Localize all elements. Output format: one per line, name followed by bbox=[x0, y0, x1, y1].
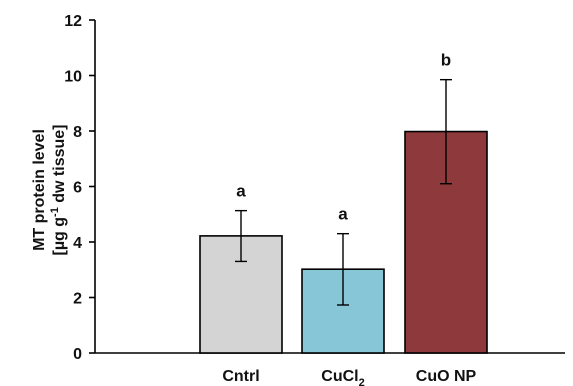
significance-label: a bbox=[236, 182, 246, 201]
y-axis-title-unit-a: [µg g bbox=[51, 217, 68, 256]
x-category-label: CuO NP bbox=[416, 368, 477, 385]
y-axis-title-unit-sup: -1 bbox=[49, 207, 61, 217]
y-axis-title-line1: MT protein level bbox=[31, 129, 48, 251]
y-tick-label: 6 bbox=[73, 180, 82, 197]
y-tick-label: 12 bbox=[64, 13, 82, 30]
y-tick-label: 2 bbox=[73, 291, 82, 308]
plot-area: 0 2 4 6 8 10 12 a Cntrl a CuCl2 b CuO NP bbox=[64, 13, 565, 386]
significance-label: a bbox=[338, 205, 348, 224]
y-tick-label: 0 bbox=[73, 346, 82, 363]
x-category-label: Cntrl bbox=[222, 368, 259, 385]
y-tick-label: 4 bbox=[73, 235, 82, 252]
y-axis-title-unit-b: dw tissue] bbox=[51, 124, 68, 207]
y-tick-label: 8 bbox=[73, 124, 82, 141]
y-tick-label: 10 bbox=[64, 69, 82, 86]
x-category-label: CuCl2 bbox=[321, 368, 364, 386]
y-axis-title-line2: [µg g-1 dw tissue] bbox=[49, 124, 68, 255]
significance-label: b bbox=[441, 51, 451, 70]
y-axis-title: MT protein level [µg g-1 dw tissue] bbox=[31, 124, 68, 255]
